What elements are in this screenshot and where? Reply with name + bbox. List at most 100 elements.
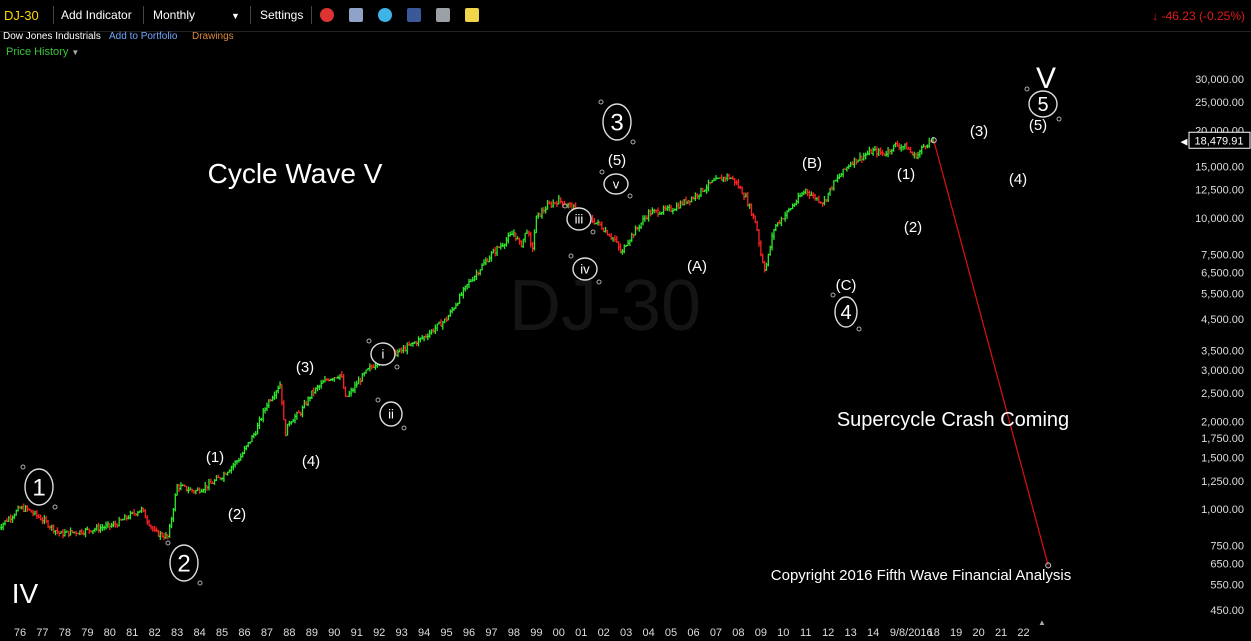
y-tick-label: 5,500.00 [1201, 288, 1244, 300]
projection-line-segment [933, 140, 1049, 566]
x-tick-label: 21 [995, 627, 1007, 639]
down-arrow-icon: ↓ [1152, 9, 1162, 23]
projection-end-dot [1045, 562, 1052, 569]
alarm-clock-icon[interactable] [320, 8, 334, 22]
chevron-down-icon[interactable]: ▼ [71, 48, 80, 57]
wave-ii-label-circle [379, 401, 403, 427]
x-tick-label: 91 [351, 627, 363, 639]
wave-1-label-handle [52, 504, 58, 510]
price-bars [0, 136, 935, 541]
cycle-wave-v-title: Cycle Wave V [208, 158, 383, 189]
wave-ii-label-handle [401, 425, 407, 431]
interval-select[interactable]: Monthly [153, 8, 196, 22]
x-tick-label: 00 [553, 627, 565, 639]
x-tick-label: 76 [14, 627, 26, 639]
wave-2-label-circle [169, 544, 199, 582]
stack-icon[interactable] [349, 8, 363, 22]
y-tick-label: 3,500.00 [1201, 346, 1244, 358]
x-tick-label: 03 [620, 627, 632, 639]
projection-start-dot [930, 137, 937, 144]
last-price-tag: ◀ 18,479.91 [1181, 131, 1251, 149]
add-to-portfolio-link[interactable]: Add to Portfolio [109, 31, 178, 42]
y-tick-label: 30,000.00 [1195, 74, 1244, 86]
x-tick-label: 20 [972, 627, 984, 639]
wave-iii-label: iii [575, 212, 584, 227]
x-tick-label: 84 [193, 627, 205, 639]
wave-5-label-circle [1028, 90, 1058, 118]
wave-paren-5b-label: (5) [1029, 117, 1047, 134]
x-tick-label: 06 [687, 627, 699, 639]
wave-3-label: 3 [610, 110, 623, 137]
y-tick-label: 1,000.00 [1201, 504, 1244, 516]
toolbar-divider [250, 6, 251, 24]
twitter-icon[interactable] [378, 8, 392, 22]
last-price-label: 18,479.91 [1195, 135, 1244, 147]
x-tick-label: 89 [306, 627, 318, 639]
x-tick-label: 05 [665, 627, 677, 639]
wave-paren-2b-label: (2) [904, 219, 922, 236]
y-tick-label: 1,750.00 [1201, 433, 1244, 445]
price-change: ↓ -46.23 (-0.25%) [1152, 9, 1245, 23]
wave-paren-2-label: (2) [228, 506, 246, 523]
wave-i-label-handle [394, 364, 400, 370]
toolbar-divider [53, 6, 54, 24]
wave-paren-1-label: (1) [206, 449, 224, 466]
x-tick-label: 90 [328, 627, 340, 639]
wave-iv-label: IV [12, 578, 39, 609]
y-tick-label: 6,500.00 [1201, 267, 1244, 279]
wave-iv-minor-label-handle [568, 253, 574, 259]
x-tick-label: 93 [396, 627, 408, 639]
wave-i-label-circle [370, 342, 396, 366]
x-tick-label: 11 [800, 627, 811, 639]
wave-4-label-handle [830, 292, 836, 298]
toolbar-divider [143, 6, 144, 24]
toolbar-divider [311, 6, 312, 24]
x-tick-label: 96 [463, 627, 475, 639]
wave-a-label: (A) [687, 258, 707, 275]
wave-iii-label-handle [562, 203, 568, 209]
y-axis: 450.00 550.00 650.00 750.00 1,000.00 1,250.00… [1195, 74, 1244, 617]
note-icon[interactable] [465, 8, 479, 22]
add-indicator-button[interactable]: Add Indicator [61, 8, 132, 22]
price-history-label[interactable]: Price History [6, 46, 69, 58]
wave-4-label: 4 [840, 302, 851, 324]
x-tick-label: 14 [867, 627, 879, 639]
wave-paren-4b-label: (4) [1009, 171, 1027, 188]
wave-c-label: (C) [836, 277, 857, 294]
x-tick-label: 78 [59, 627, 71, 639]
camera-icon[interactable] [436, 8, 450, 22]
last-price-box [1188, 131, 1251, 149]
x-tick-label: 77 [36, 627, 48, 639]
price-history-menu[interactable]: Price History ▼ [6, 46, 79, 58]
x-tick-label: 82 [149, 627, 161, 639]
x-tick-label: 95 [440, 627, 452, 639]
symbol-selector[interactable]: DJ-30 [4, 8, 39, 23]
y-tick-label: 15,000.00 [1195, 162, 1244, 174]
y-tick-label: 2,500.00 [1201, 388, 1244, 400]
x-tick-label: 07 [710, 627, 722, 639]
wave-3-label-handle [598, 99, 604, 105]
wave-paren-3-label: (3) [296, 359, 314, 376]
wave-1-label-handle [20, 464, 26, 470]
wave-v-minor-label: v [613, 177, 620, 192]
wave-1-label-circle [24, 468, 54, 506]
wave-2-label-handle [165, 540, 171, 546]
wave-annotations: Cycle Wave V Supercycle Crash Coming Copyr… [12, 62, 1071, 627]
chevron-down-icon[interactable]: ▼ [231, 11, 240, 21]
x-tick-label: 22 [1017, 627, 1029, 639]
y-tick-label: 4,500.00 [1201, 314, 1244, 326]
wave-iii-label-handle [590, 229, 596, 235]
y-tick-label: 1,250.00 [1201, 476, 1244, 488]
x-tick-label: 98 [508, 627, 520, 639]
settings-button[interactable]: Settings [260, 8, 304, 22]
x-tick-label: 18 [928, 627, 940, 639]
x-axis: 76 77 78 79 80 81 82 83 84 85 86 87 88 89 90 91 92 93 94 95… [14, 627, 1030, 639]
facebook-icon[interactable] [407, 8, 421, 22]
wave-iv-minor-label-circle [572, 257, 598, 281]
copyright-text: Copyright 2016 Fifth Wave Financial Anal… [771, 567, 1071, 584]
y-tick-label: 650.00 [1210, 558, 1244, 570]
y-tick-label: 1,500.00 [1201, 453, 1244, 465]
drawings-link[interactable]: Drawings [192, 31, 234, 42]
wave-5-label: 5 [1037, 94, 1048, 116]
x-tick-label: 10 [777, 627, 789, 639]
